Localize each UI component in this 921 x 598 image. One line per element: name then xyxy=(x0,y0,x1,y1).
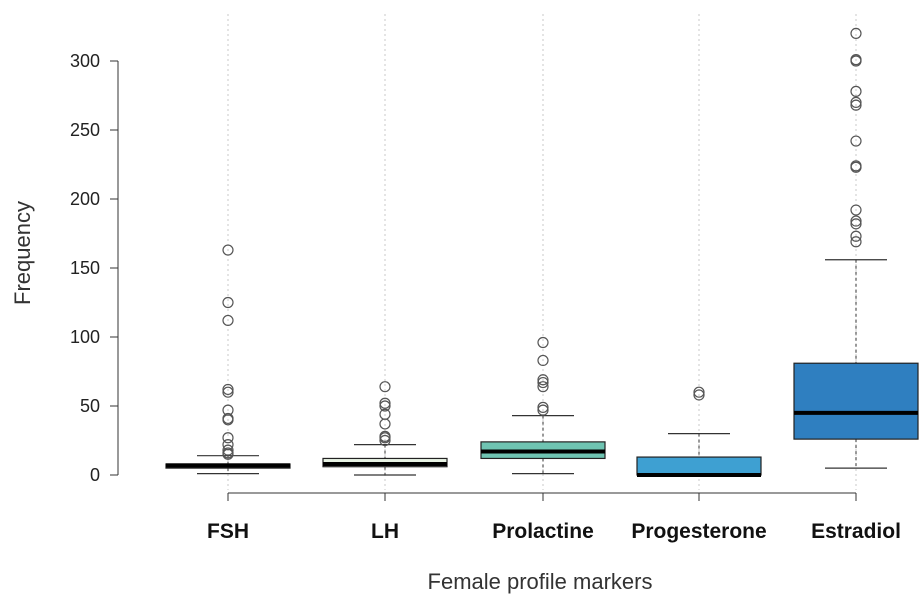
y-tick-label: 150 xyxy=(70,258,100,278)
x-tick-label-progesterone: Progesterone xyxy=(631,520,766,543)
grid-lines xyxy=(227,14,857,490)
outlier-point xyxy=(379,397,391,409)
outlier-point xyxy=(222,296,234,309)
outlier-point xyxy=(222,404,234,416)
outlier-point xyxy=(222,383,234,396)
outlier-point xyxy=(222,439,234,451)
outlier-point xyxy=(693,389,705,401)
y-tick-label: 300 xyxy=(70,51,100,71)
outlier-point xyxy=(537,336,549,349)
boxes xyxy=(165,27,919,477)
outlier-point xyxy=(537,376,549,389)
outlier-point xyxy=(850,230,862,242)
outlier-point xyxy=(850,99,862,111)
outlier-point xyxy=(222,447,234,459)
box-fsh xyxy=(165,244,291,475)
outlier-point xyxy=(537,401,549,413)
outlier-point xyxy=(222,386,234,398)
x-tick-label-estradiol: Estradiol xyxy=(811,520,901,543)
y-tick-label: 250 xyxy=(70,120,100,140)
outlier-point xyxy=(850,27,862,40)
outlier-point xyxy=(850,85,862,97)
box-estradiol xyxy=(793,27,919,469)
box-iqr xyxy=(636,456,762,476)
y-tick-label: 50 xyxy=(80,396,100,416)
outlier-point xyxy=(222,412,234,425)
outlier-point xyxy=(379,408,391,420)
x-tick-label-prolactine: Prolactine xyxy=(492,520,594,543)
box-lh xyxy=(322,381,448,476)
outlier-point xyxy=(379,434,391,447)
outlier-point xyxy=(537,381,549,393)
y-axis-title: Frequency xyxy=(10,201,35,305)
box-prolactine xyxy=(480,336,606,475)
x-axis-title: Female profile markers xyxy=(428,569,653,594)
outlier-point xyxy=(222,432,234,444)
outlier-point xyxy=(693,386,705,398)
outlier-point xyxy=(850,218,862,230)
outlier-point xyxy=(850,96,862,109)
x-tick-label-fsh: FSH xyxy=(207,520,249,543)
y-tick-label: 100 xyxy=(70,327,100,347)
outlier-point xyxy=(537,404,549,416)
axes: 0 50 100 150 200 250 300 FSH LH Prolactine Progest… xyxy=(70,51,901,543)
outlier-point xyxy=(537,354,549,367)
outlier-point xyxy=(850,54,862,66)
outlier-point xyxy=(537,374,549,386)
outlier-point xyxy=(379,430,391,442)
outlier-point xyxy=(379,381,391,393)
outlier-point xyxy=(850,204,862,216)
box-iqr xyxy=(793,362,919,440)
box-progesterone xyxy=(636,386,762,477)
outlier-point xyxy=(222,244,234,256)
y-tick-label: 200 xyxy=(70,189,100,209)
outlier-point xyxy=(850,236,862,248)
outlier-point xyxy=(850,135,862,147)
outlier-point xyxy=(850,160,862,172)
outlier-point xyxy=(850,215,862,227)
outlier-point xyxy=(222,314,234,327)
outlier-point xyxy=(222,444,234,456)
outlier-point xyxy=(379,400,391,412)
y-tick-label: 0 xyxy=(90,465,100,485)
x-tick-label-lh: LH xyxy=(371,520,399,543)
